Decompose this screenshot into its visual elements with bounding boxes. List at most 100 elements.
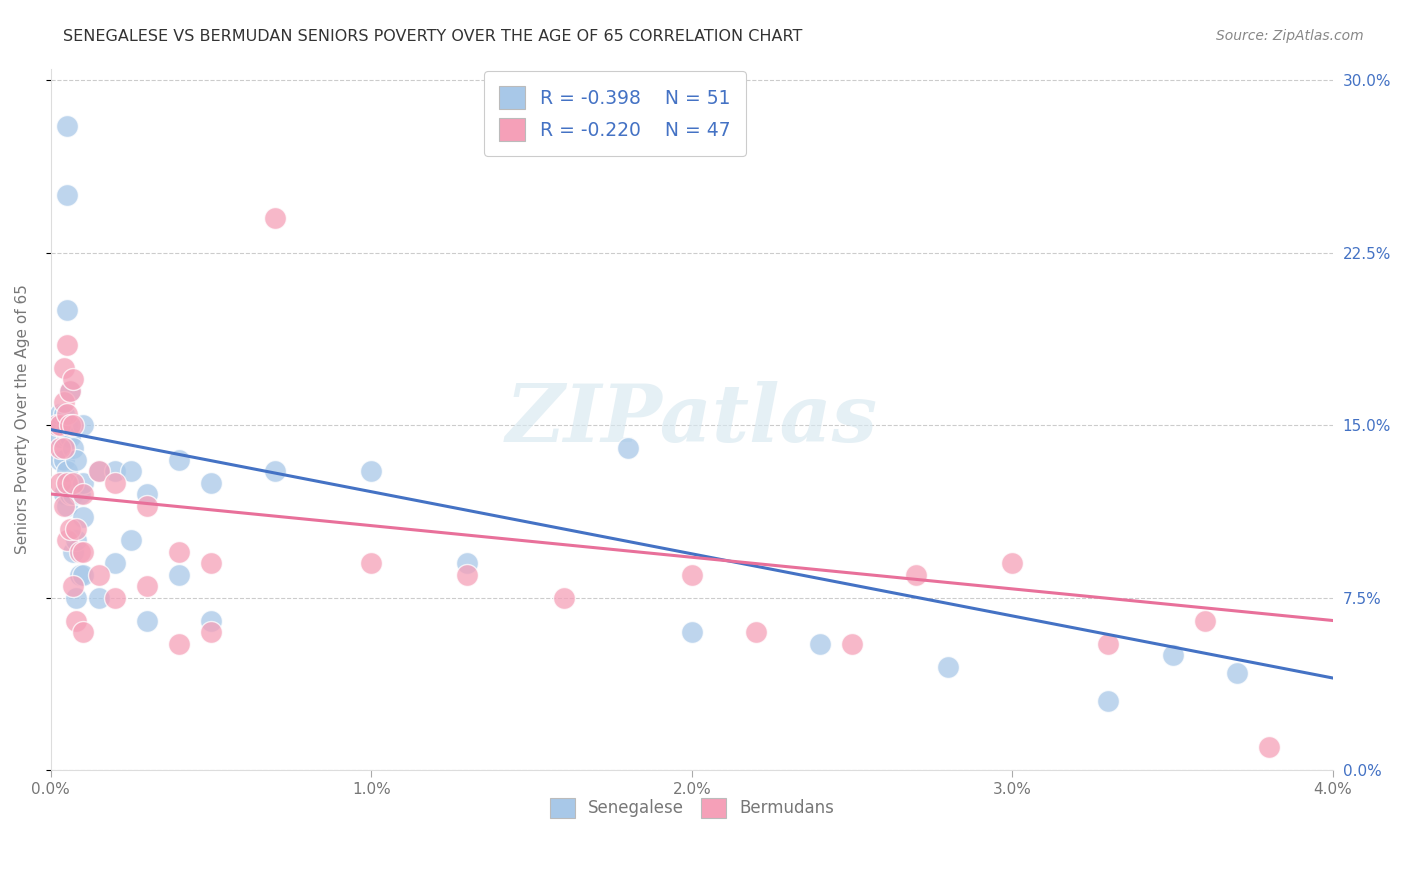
Point [62,487,84,501]
Point [59,384,82,398]
Point [681,567,703,582]
Point [136,614,159,628]
Point [56,407,79,421]
Point [1097,694,1119,708]
Point [62,417,84,432]
Legend: Senegalese, Bermudans: Senegalese, Bermudans [543,791,841,825]
Point [59,384,82,398]
Point [808,636,831,650]
Point [87,464,110,478]
Point [136,499,159,513]
Point [62,579,84,593]
Point [87,567,110,582]
Point [264,211,287,225]
Point [167,636,190,650]
Point [62,475,84,490]
Point [69,487,91,501]
Point [46,417,69,432]
Point [49,441,72,455]
Point [72,487,94,501]
Point [56,499,79,513]
Point [65,452,87,467]
Point [46,417,69,432]
Point [52,452,75,467]
Text: Source: ZipAtlas.com: Source: ZipAtlas.com [1216,29,1364,43]
Point [56,464,79,478]
Point [905,567,928,582]
Point [49,417,72,432]
Point [1226,666,1249,681]
Point [87,591,110,605]
Point [1257,739,1279,754]
Point [104,591,127,605]
Point [52,395,75,409]
Point [1194,614,1216,628]
Point [49,452,72,467]
Point [72,510,94,524]
Point [841,636,863,650]
Point [59,417,82,432]
Point [65,533,87,547]
Point [49,407,72,421]
Point [104,556,127,570]
Point [167,452,190,467]
Point [200,475,222,490]
Point [264,464,287,478]
Point [59,487,82,501]
Point [681,625,703,640]
Point [62,441,84,455]
Point [456,556,478,570]
Point [56,533,79,547]
Point [200,614,222,628]
Point [69,567,91,582]
Point [136,579,159,593]
Point [553,591,575,605]
Y-axis label: Seniors Poverty Over the Age of 65: Seniors Poverty Over the Age of 65 [15,285,30,554]
Point [136,487,159,501]
Point [360,556,382,570]
Point [1097,636,1119,650]
Point [1001,556,1024,570]
Point [167,544,190,558]
Point [52,441,75,455]
Point [65,521,87,535]
Point [72,417,94,432]
Point [120,464,142,478]
Point [72,567,94,582]
Point [49,429,72,443]
Point [456,567,478,582]
Point [167,567,190,582]
Point [52,487,75,501]
Point [360,464,382,478]
Text: ZIPatlas: ZIPatlas [506,381,877,458]
Point [72,475,94,490]
Point [56,475,79,490]
Point [65,591,87,605]
Point [104,475,127,490]
Point [69,544,91,558]
Point [200,556,222,570]
Point [65,614,87,628]
Point [59,521,82,535]
Point [200,625,222,640]
Point [120,533,142,547]
Point [72,544,94,558]
Point [56,417,79,432]
Point [56,337,79,351]
Point [87,464,110,478]
Point [52,499,75,513]
Point [616,441,638,455]
Point [62,544,84,558]
Point [56,119,79,133]
Point [52,407,75,421]
Point [62,372,84,386]
Point [56,303,79,318]
Text: SENEGALESE VS BERMUDAN SENIORS POVERTY OVER THE AGE OF 65 CORRELATION CHART: SENEGALESE VS BERMUDAN SENIORS POVERTY O… [63,29,803,44]
Point [1161,648,1184,662]
Point [56,429,79,443]
Point [936,659,959,673]
Point [104,464,127,478]
Point [745,625,768,640]
Point [49,475,72,490]
Point [56,188,79,202]
